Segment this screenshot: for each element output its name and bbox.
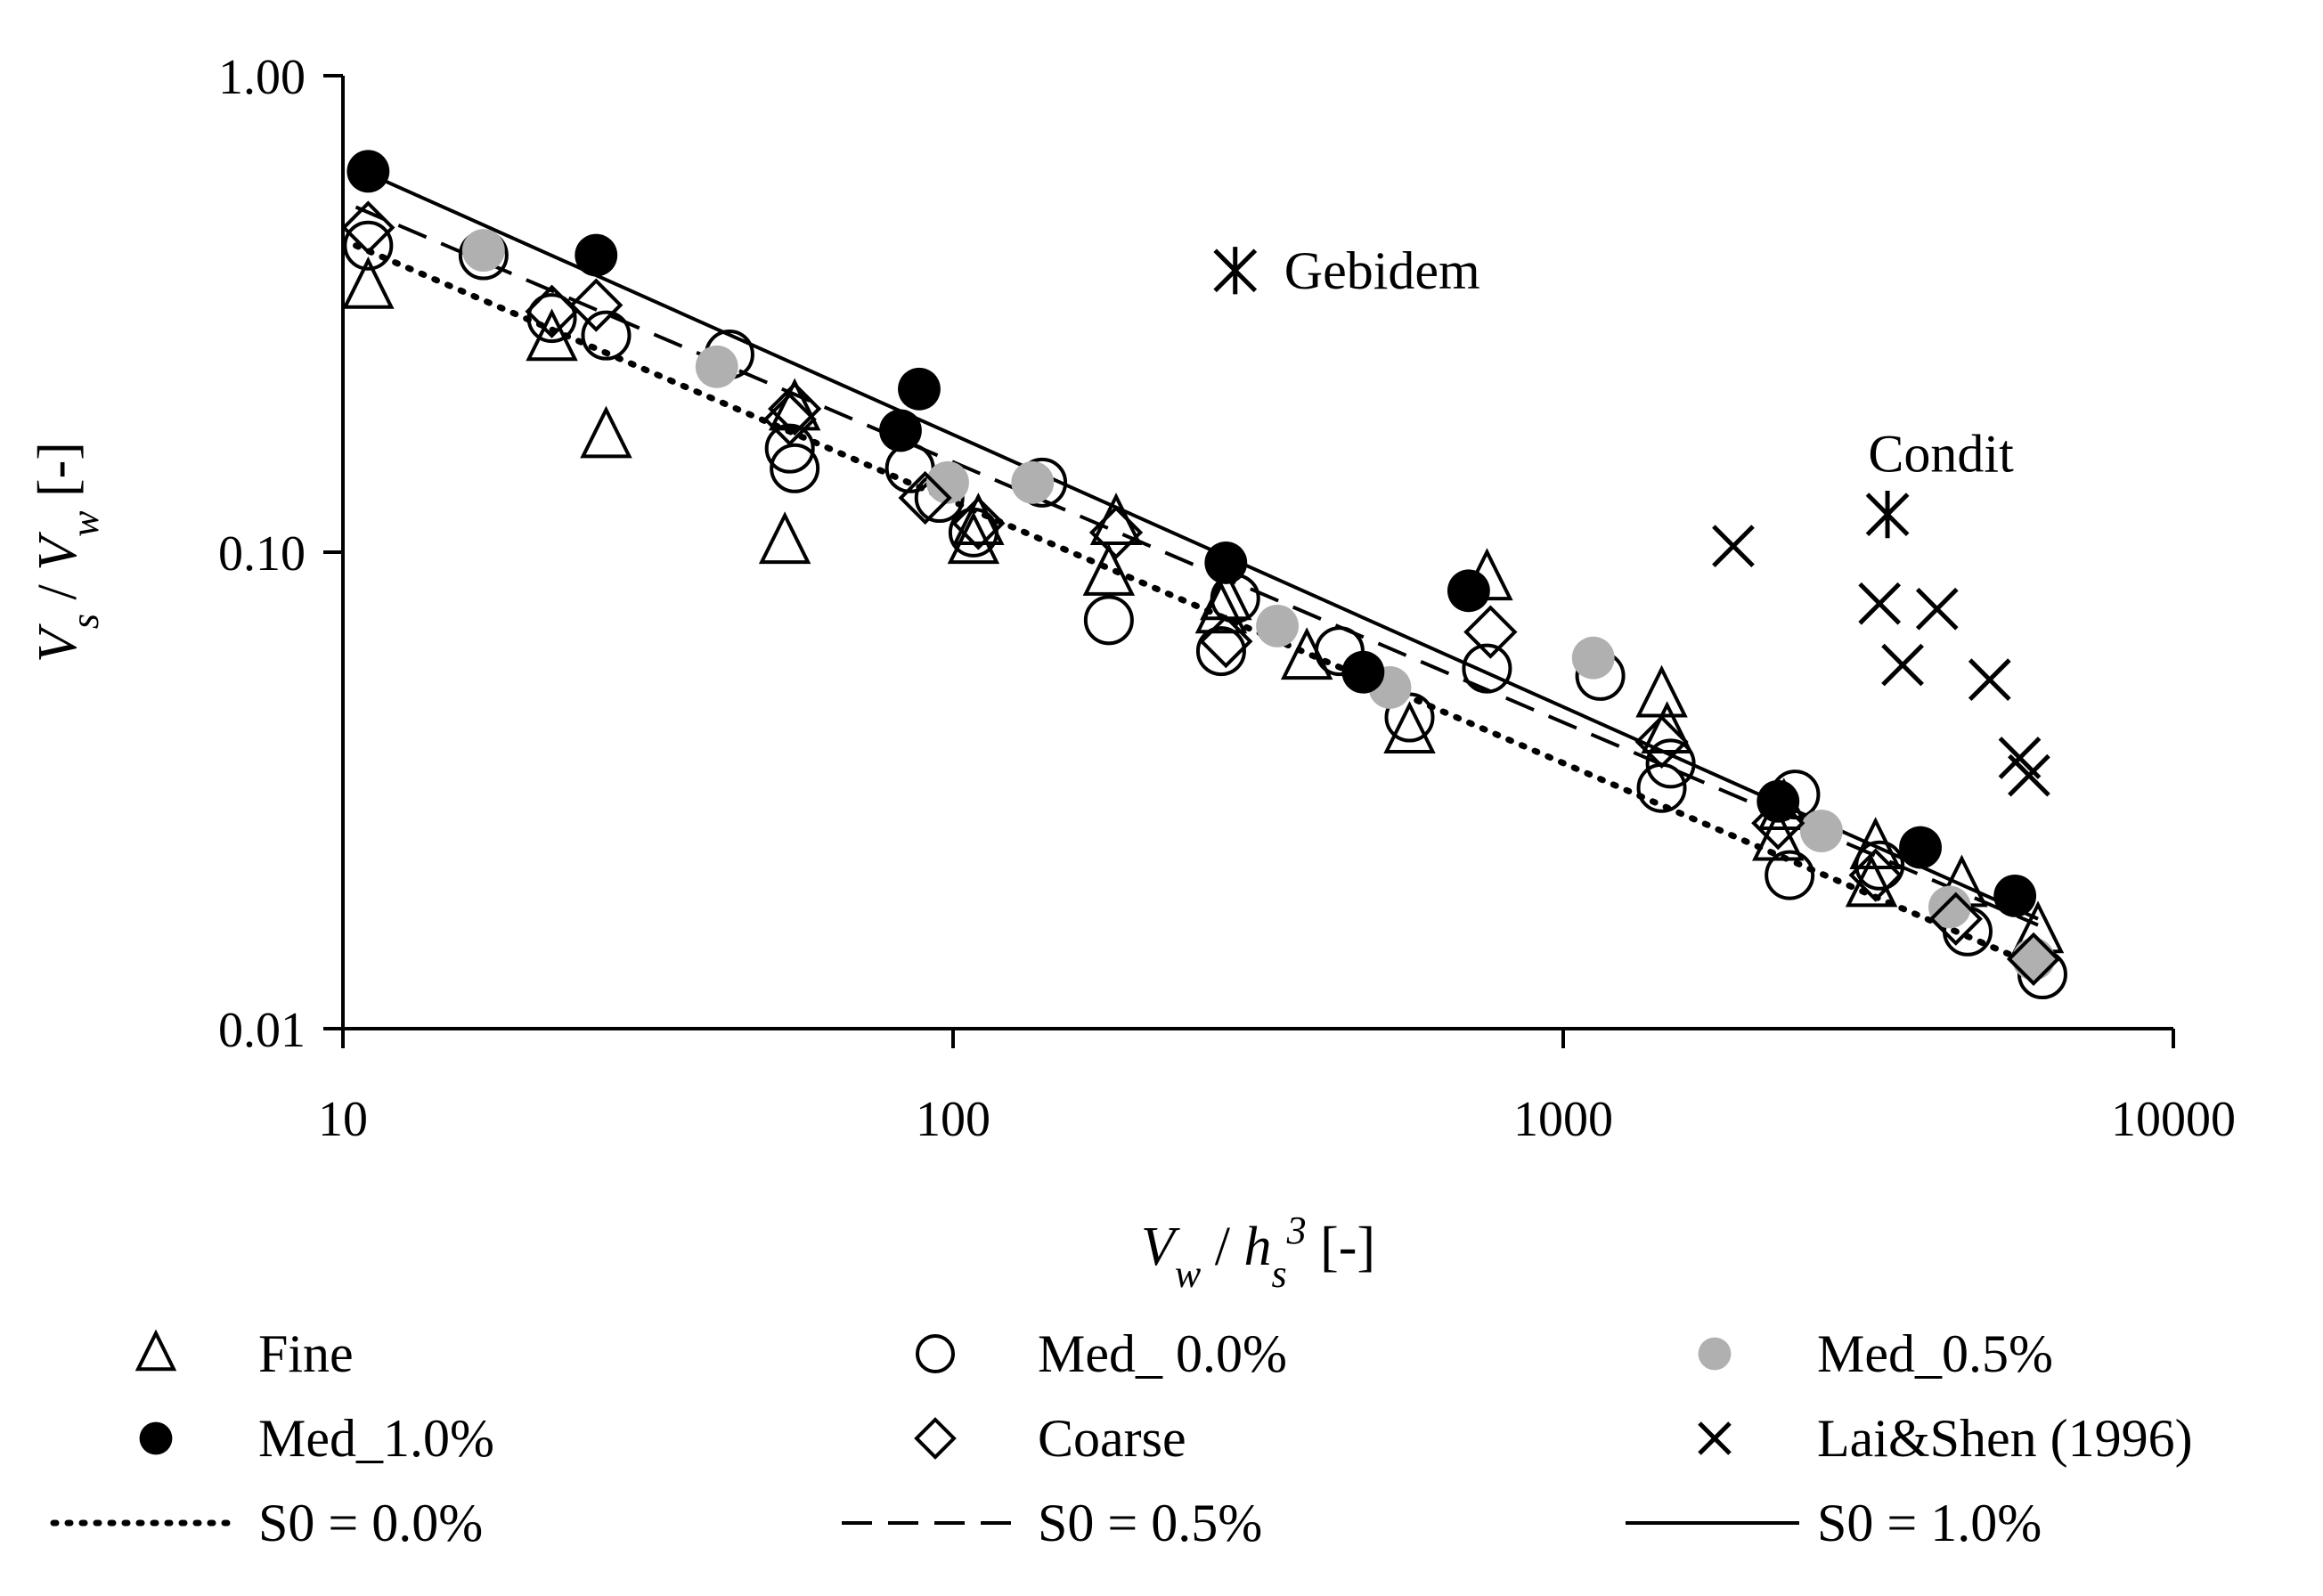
x-tick-label: 100	[916, 1092, 990, 1147]
point-coarse	[1848, 848, 1903, 902]
legend-label: Med_ 0.0%	[1038, 1324, 1287, 1383]
legend-marker	[139, 1421, 173, 1455]
point-fine	[758, 511, 811, 565]
point-med-0-5	[2012, 937, 2055, 981]
point-coarse	[1463, 605, 1518, 659]
point-lai-shen-1996	[2008, 753, 2050, 797]
point-med-1-0	[879, 409, 922, 452]
legend-marker	[916, 1334, 955, 1373]
point-med-0-0	[764, 423, 815, 474]
point-coarse	[2006, 932, 2061, 986]
point-med-1-0	[1204, 541, 1248, 584]
point-med-0-0	[1854, 840, 1905, 891]
point-fine	[342, 256, 395, 309]
point-coarse	[1088, 505, 1144, 559]
legend-label: Lai&Shen (1996)	[1817, 1409, 2193, 1468]
point-lai-shen-1996	[1881, 643, 1924, 687]
annotation-label: Gebidem	[1284, 241, 1480, 300]
point-fine	[1089, 493, 1143, 545]
point-med-0-0	[1462, 643, 1512, 694]
x-tick-label: 10	[318, 1092, 368, 1147]
point-fine	[1082, 543, 1136, 596]
point-fine	[1641, 701, 1693, 753]
legend-label: Fine	[258, 1324, 354, 1383]
point-coarse	[1199, 614, 1253, 669]
point-med-0-0	[1636, 762, 1687, 813]
point-lai-shen-1996	[1712, 525, 1755, 567]
point-med-1-0	[1993, 874, 2037, 917]
point-fine	[580, 405, 632, 459]
legend: Fine Med_ 0.0% Med_0.5% Med_1.0% Coarse Lai&S…	[50, 1324, 2193, 1552]
point-med-0-5	[1011, 460, 1055, 504]
data-points	[341, 150, 2067, 1000]
legend-label: S0 = 0.5%	[1038, 1494, 1262, 1552]
point-med-1-0	[898, 367, 941, 411]
point-lai-shen-1996	[1858, 582, 1902, 625]
point-med-0-5	[1256, 604, 1299, 647]
point-med-0-0	[1195, 626, 1246, 677]
legend-marker	[134, 1329, 177, 1372]
legend-label: Coarse	[1038, 1409, 1186, 1468]
point-med-0-0	[581, 310, 632, 361]
legend-marker	[914, 1417, 957, 1460]
y-tick-label: 1.00	[218, 50, 306, 105]
annotations: Gebidem Condit	[1213, 241, 2014, 539]
point-med-0-0	[1645, 738, 1696, 789]
point-med-1-0	[346, 150, 390, 193]
point-med-0-0	[948, 507, 998, 558]
trend-line-dashed	[355, 205, 2039, 927]
point-med-1-0	[1341, 650, 1385, 694]
point-coarse	[341, 200, 395, 255]
x-axis-title: Vw / hs3 [-]	[1141, 1209, 1375, 1296]
legend-marker	[1698, 1421, 1732, 1455]
x-tick-label: 1000	[1513, 1092, 1613, 1147]
point-coarse	[569, 278, 624, 332]
y-tick-label: 0.01	[218, 1003, 306, 1058]
point-med-0-5	[461, 229, 505, 273]
point-fine	[526, 308, 578, 362]
point-med-0-0	[526, 293, 577, 344]
point-coarse	[1928, 892, 1983, 946]
point-med-0-5	[695, 345, 738, 388]
point-med-0-0	[1765, 850, 1815, 900]
point-med-1-0	[1447, 569, 1490, 613]
annotation-marker	[1865, 491, 1910, 539]
point-med-0-5	[1928, 885, 1971, 929]
point-coarse	[525, 284, 579, 338]
point-coarse	[951, 496, 1006, 550]
y-axis-title: Vs / Vw [-]	[28, 442, 107, 663]
x-tick-label: 10000	[2111, 1092, 2236, 1147]
point-med-0-0	[770, 443, 820, 493]
point-coarse	[1634, 714, 1689, 770]
point-lai-shen-1996	[1968, 658, 2011, 702]
point-med-0-0	[343, 220, 394, 271]
legend-label: S0 = 1.0%	[1817, 1494, 2042, 1552]
trend-lines	[353, 166, 2042, 970]
point-med-0-5	[926, 460, 969, 504]
legend-label: S0 = 0.0%	[258, 1494, 483, 1552]
point-fine	[952, 493, 1005, 545]
annotation-label: Condit	[1868, 425, 2014, 484]
point-med-1-0	[575, 233, 618, 277]
legend-label: Med_1.0%	[258, 1409, 494, 1468]
annotation-marker	[1213, 247, 1258, 295]
point-med-0-0	[1083, 595, 1134, 646]
point-coarse	[898, 470, 952, 525]
point-fine	[1635, 664, 1688, 718]
point-lai-shen-1996	[1915, 587, 1959, 631]
y-tick-label: 0.10	[218, 526, 306, 582]
legend-label: Med_0.5%	[1817, 1324, 2053, 1383]
point-coarse	[768, 381, 822, 436]
point-fine	[1383, 701, 1436, 753]
axes: 0.01 0.10 1.00 10 100 1000 10000 Vw / hs3 [-] Vs…	[28, 50, 2236, 1296]
trend-line-dotted	[353, 242, 2042, 970]
point-med-1-0	[1899, 826, 1942, 869]
point-coarse	[1751, 796, 1805, 851]
point-med-0-5	[1571, 636, 1615, 680]
legend-marker	[1698, 1337, 1732, 1371]
trend-line-solid	[355, 166, 2039, 921]
point-fine	[768, 378, 821, 431]
point-med-0-5	[1800, 810, 1843, 852]
